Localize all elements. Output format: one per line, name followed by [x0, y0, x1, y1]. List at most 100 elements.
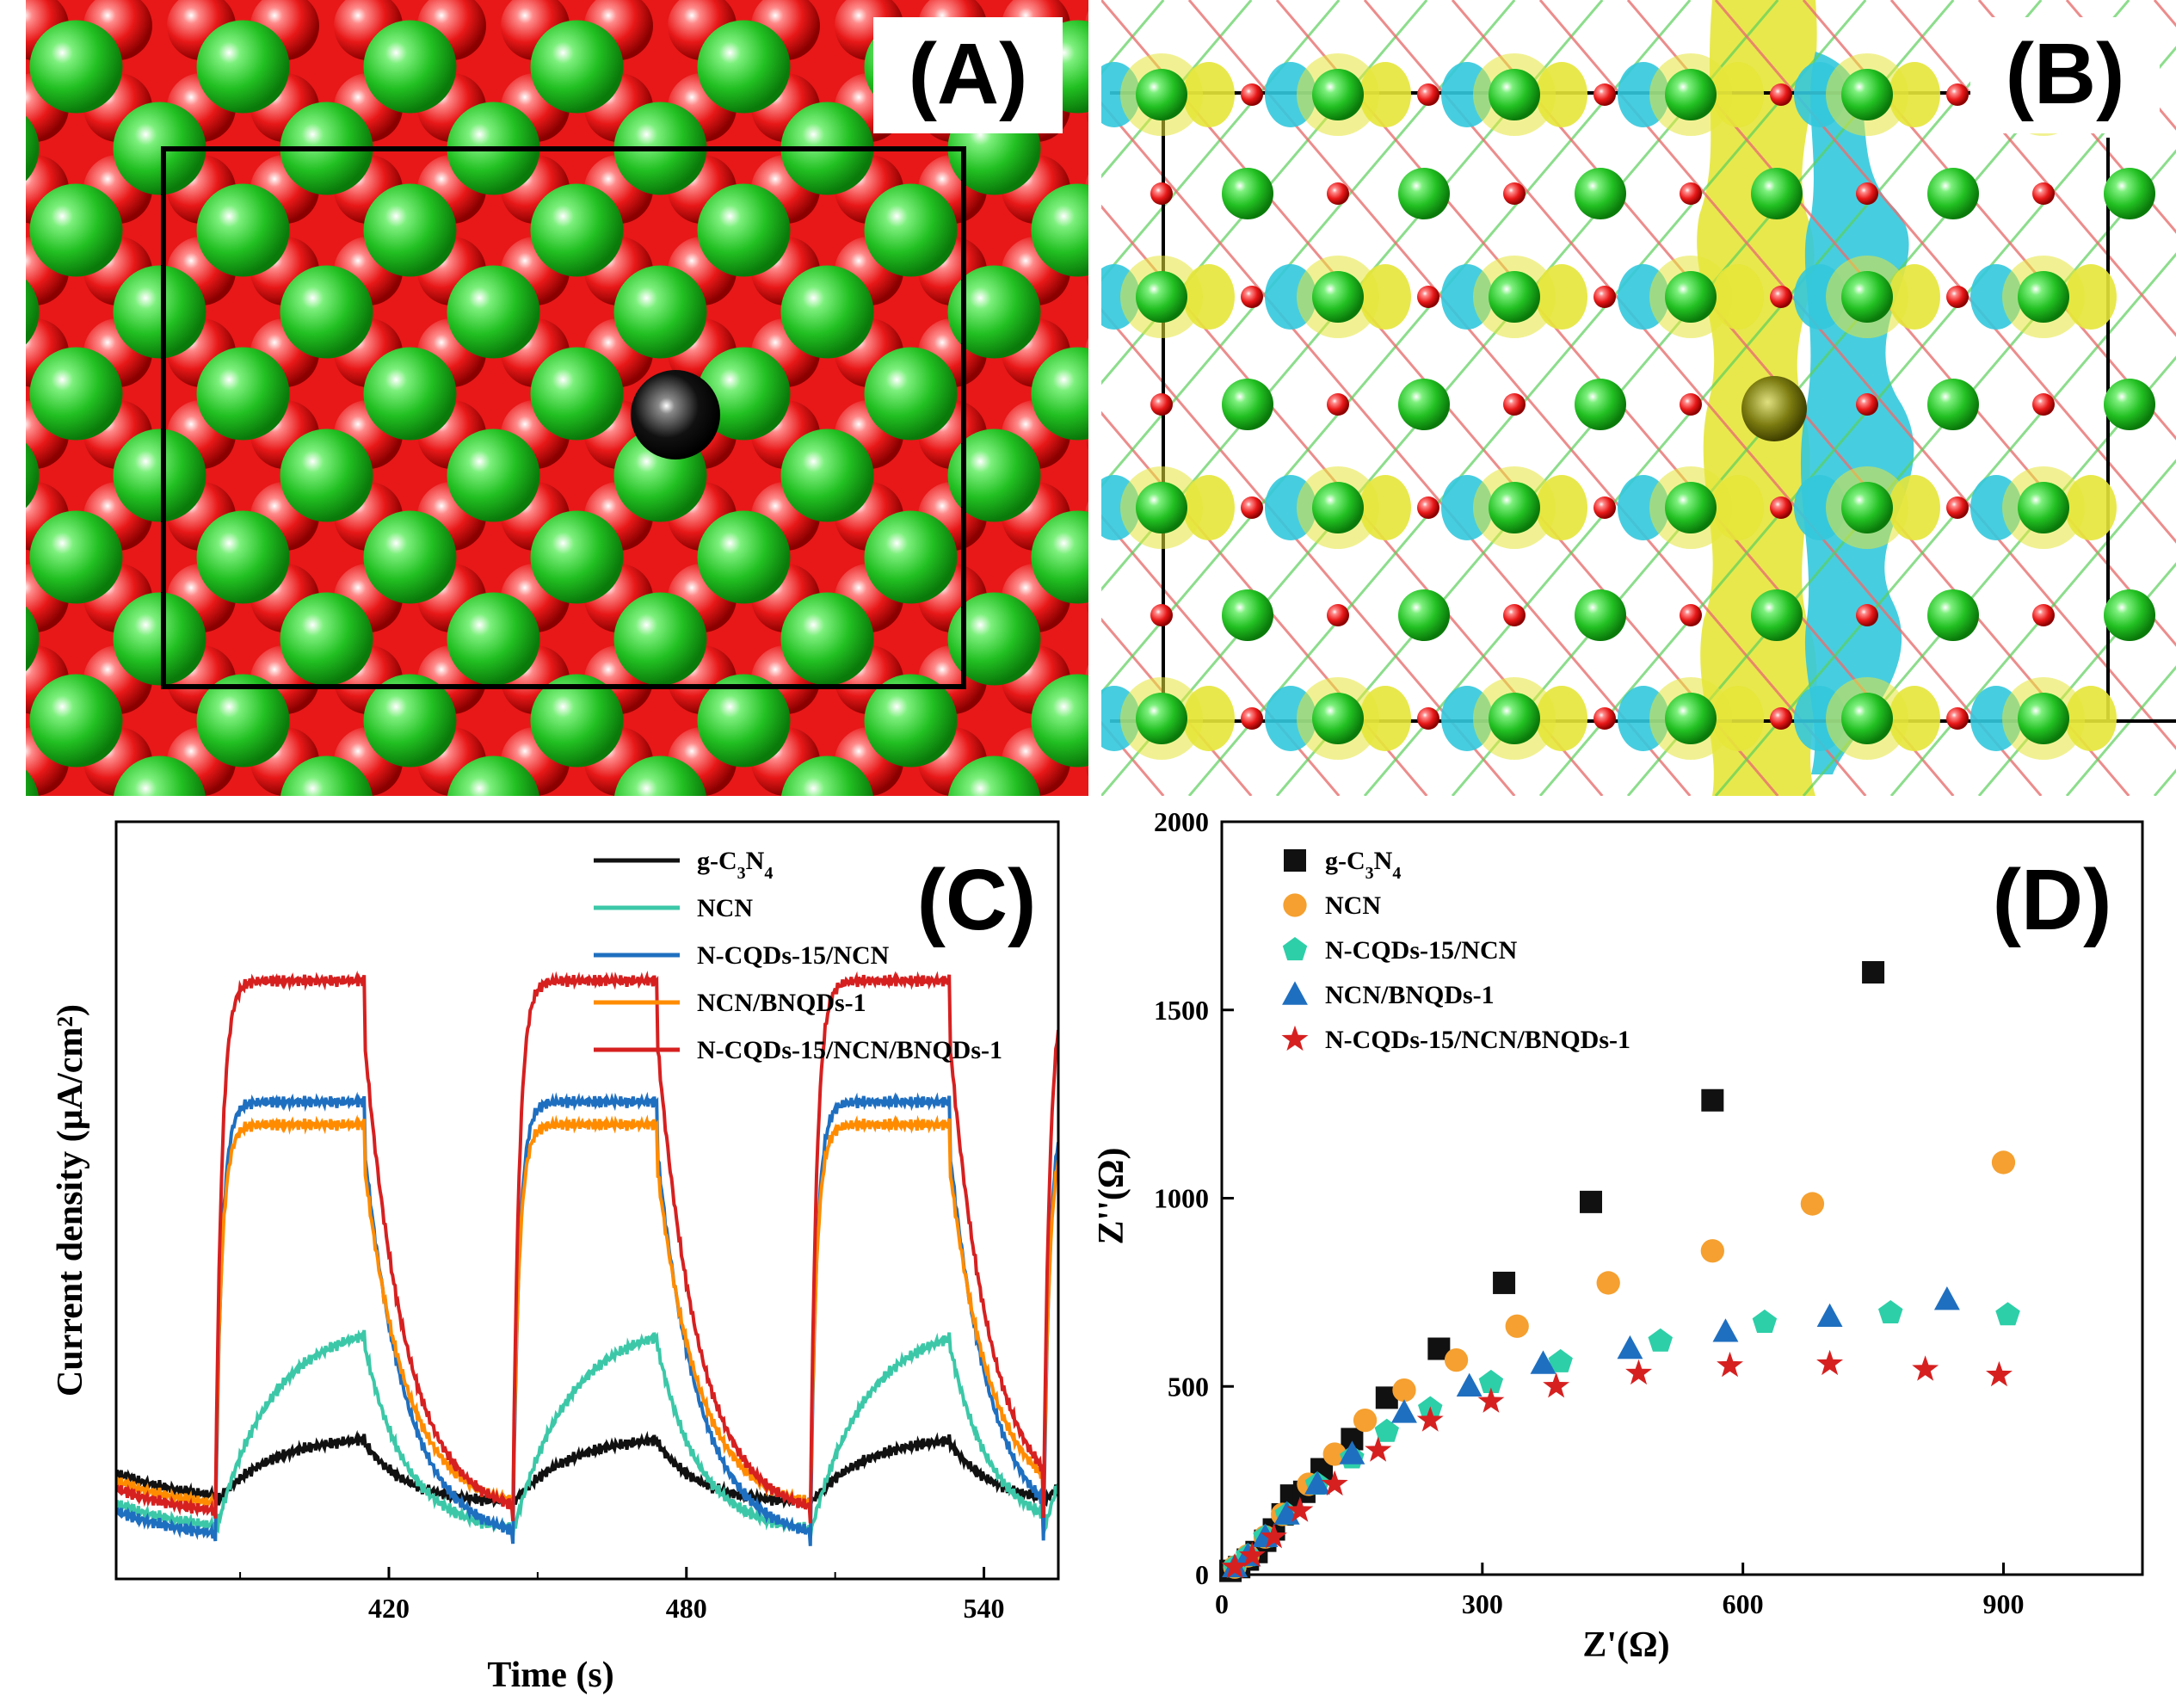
oxygen-atom: [1417, 286, 1439, 308]
metal-atom: [29, 20, 123, 114]
metal-atom: [29, 674, 123, 768]
metal-atom: [1489, 482, 1540, 533]
nyquist-point: [1391, 1399, 1417, 1423]
y-tick-label: 1000: [1154, 1183, 1209, 1214]
legend-marker: [1283, 893, 1307, 917]
metal-atom: [1751, 168, 1803, 219]
legend-marker: [1282, 937, 1308, 961]
oxygen-atom: [1327, 182, 1349, 205]
legend-entry: g-C3N4: [697, 847, 773, 883]
nyquist-point: [1625, 1359, 1652, 1385]
nyquist-point: [1261, 1523, 1287, 1549]
metal-atom: [781, 755, 873, 796]
legend-marker: [1282, 981, 1308, 1005]
metal-atom: [1136, 482, 1187, 533]
x-tick-label: 420: [368, 1593, 410, 1624]
metal-atom: [1031, 183, 1088, 277]
metal-atom: [1841, 693, 1893, 744]
nyquist-point: [1304, 1471, 1330, 1495]
metal-atom: [864, 510, 958, 604]
metal-atom: [26, 769, 39, 796]
metal-atom: [864, 674, 958, 768]
metal-atom: [1136, 69, 1187, 120]
panel-a-crystal-structure: (A): [26, 0, 1088, 878]
metal-atom: [196, 510, 290, 604]
nyquist-point: [1752, 1309, 1778, 1333]
y-tick-label: 500: [1168, 1371, 1209, 1402]
panel-d-y-axis-label: Z''(Ω): [1092, 1148, 1131, 1245]
x-tick-label: 540: [964, 1593, 1005, 1624]
x-tick-label: 0: [1215, 1588, 1229, 1619]
nyquist-point: [1392, 1378, 1416, 1403]
nyquist-point: [1493, 1271, 1516, 1294]
legend-entry: NCN: [697, 894, 753, 922]
oxygen-atom: [1417, 496, 1439, 519]
metal-atom: [363, 20, 457, 114]
metal-atom: [113, 429, 207, 522]
metal-atom: [1136, 693, 1187, 744]
metal-atom: [113, 265, 207, 359]
legend-entry: NCN/BNQDs-1: [1325, 981, 1495, 1009]
metal-atom: [530, 510, 624, 604]
metal-atom: [1222, 168, 1273, 219]
metal-atom: [2104, 379, 2155, 430]
nyquist-point: [1816, 1349, 1844, 1376]
lattice-bond: [1889, 459, 2176, 796]
lattice-bond: [1187, 0, 1867, 796]
metal-atom: [697, 183, 791, 277]
photocurrent-series-line: [116, 1429, 1058, 1510]
dopant-atom: [631, 370, 720, 459]
metal-atom: [280, 265, 373, 359]
y-tick-label: 1500: [1154, 995, 1209, 1026]
metal-atom: [363, 674, 457, 768]
nyquist-point: [1878, 1300, 1903, 1323]
oxygen-atom: [1946, 496, 1969, 519]
metal-atom: [196, 183, 290, 277]
metal-atom: [26, 606, 40, 672]
oxygen-atom: [1770, 496, 1792, 519]
metal-atom: [780, 265, 874, 359]
legend-marker: [1284, 849, 1306, 872]
metal-atom: [1575, 379, 1626, 430]
metal-atom: [29, 183, 123, 277]
oxygen-atom: [1946, 707, 1969, 730]
metal-atom: [447, 429, 540, 522]
oxygen-atom: [1680, 393, 1702, 416]
metal-atom: [697, 347, 791, 441]
metal-atom: [697, 674, 791, 768]
metal-atom: [447, 592, 540, 686]
oxygen-atom: [1241, 83, 1263, 106]
metal-atom: [1031, 347, 1088, 441]
panel-c-series: [116, 970, 1058, 1546]
legend-entry: g-C3N4: [1325, 847, 1401, 883]
nyquist-point: [1543, 1372, 1570, 1398]
oxygen-atom: [167, 809, 236, 878]
panel-a-label-box: [873, 17, 1063, 133]
oxygen-atom: [2032, 182, 2055, 205]
nyquist-point: [1862, 961, 1885, 983]
legend-entry: N-CQDs-15/NCN: [1325, 936, 1518, 965]
nyquist-point: [1456, 1372, 1483, 1397]
metal-atom: [1841, 482, 1893, 533]
nyquist-point: [1416, 1406, 1444, 1432]
lattice-bond: [1101, 617, 1253, 796]
photocurrent-series-line: [116, 1114, 1058, 1516]
oxygen-atom: [1503, 604, 1526, 626]
metal-atom: [196, 20, 290, 114]
oxygen-atom: [1503, 182, 1526, 205]
oxygen-atom: [1327, 393, 1349, 416]
oxygen-atom: [1770, 707, 1792, 730]
nyquist-point: [1617, 1335, 1643, 1360]
nyquist-point: [1580, 1190, 1603, 1213]
oxygen-atom: [1503, 393, 1526, 416]
lattice-bond: [1101, 0, 1692, 695]
panel-d-x-axis-label: Z'(Ω): [1582, 1625, 1669, 1665]
y-tick-label: 0: [1195, 1559, 1209, 1590]
metal-atom: [780, 592, 874, 686]
panel-b-letter: (B): [2006, 26, 2125, 122]
metal-atom: [2018, 693, 2069, 744]
nyquist-point: [1322, 1442, 1347, 1466]
metal-atom: [26, 279, 40, 345]
metal-atom: [1398, 168, 1450, 219]
nyquist-point: [1548, 1348, 1573, 1372]
